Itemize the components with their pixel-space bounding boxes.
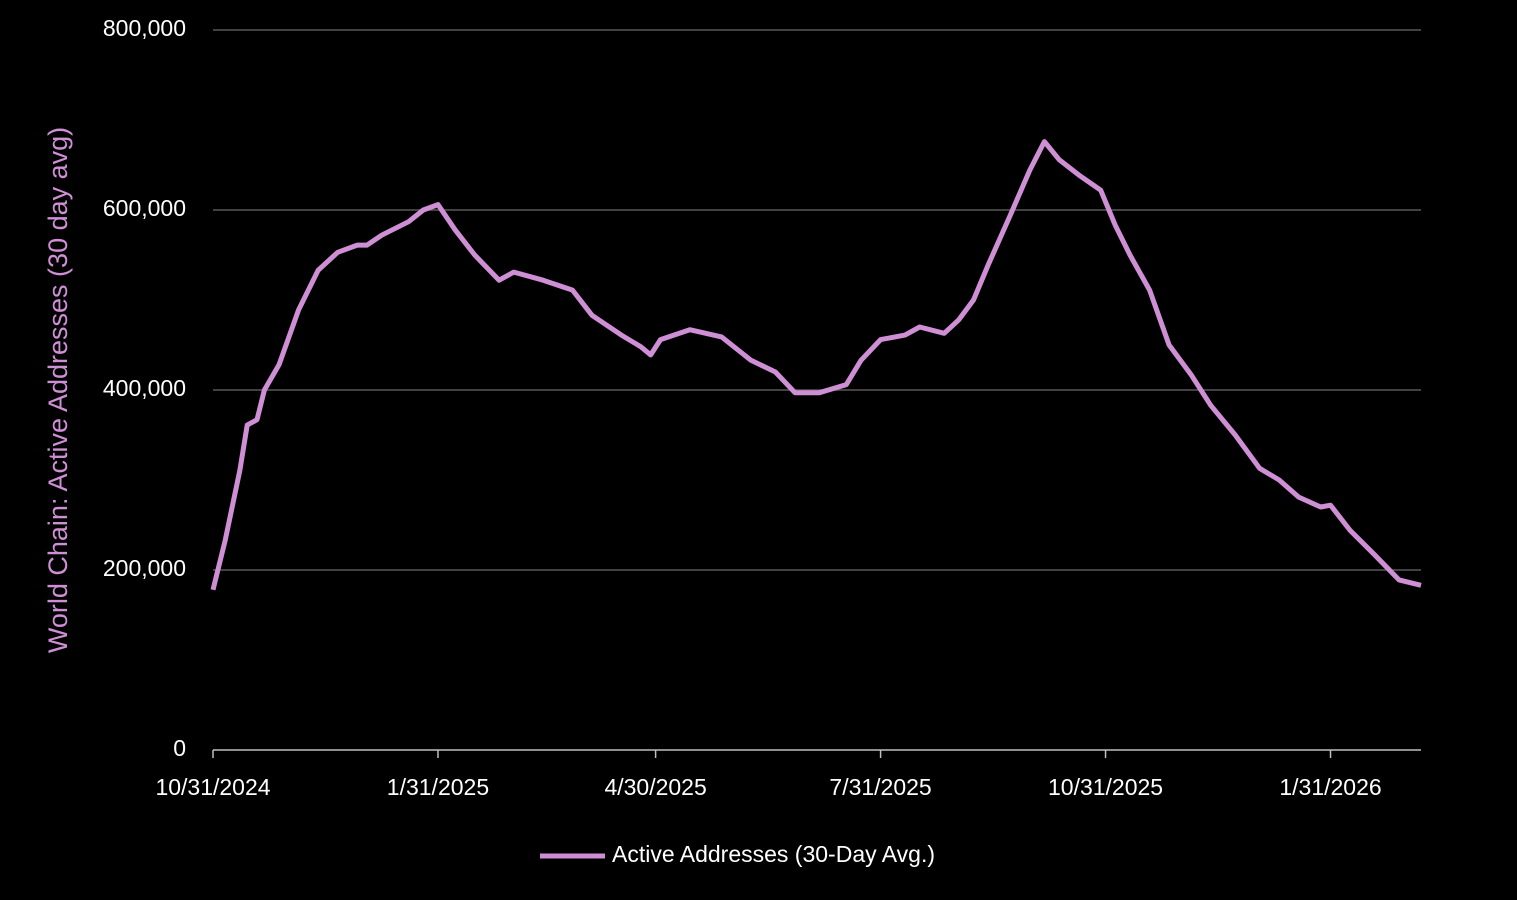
x-tick-label: 1/31/2025 — [387, 774, 489, 800]
x-tick-label: 10/31/2025 — [1048, 774, 1163, 800]
x-tick-label: 10/31/2024 — [155, 774, 270, 800]
y-tick-label: 800,000 — [103, 15, 186, 41]
y-tick-label: 200,000 — [103, 555, 186, 581]
y-tick-label: 600,000 — [103, 195, 186, 221]
y-axis-label: World Chain: Active Addresses (30 day av… — [43, 127, 73, 653]
y-tick-label: 400,000 — [103, 375, 186, 401]
x-tick-label: 7/31/2025 — [829, 774, 931, 800]
x-tick-label: 4/30/2025 — [604, 774, 706, 800]
legend-label: Active Addresses (30-Day Avg.) — [612, 841, 935, 867]
data-line — [210, 139, 1422, 591]
x-tick-label: 1/31/2026 — [1279, 774, 1381, 800]
y-tick-label: 0 — [173, 735, 186, 761]
